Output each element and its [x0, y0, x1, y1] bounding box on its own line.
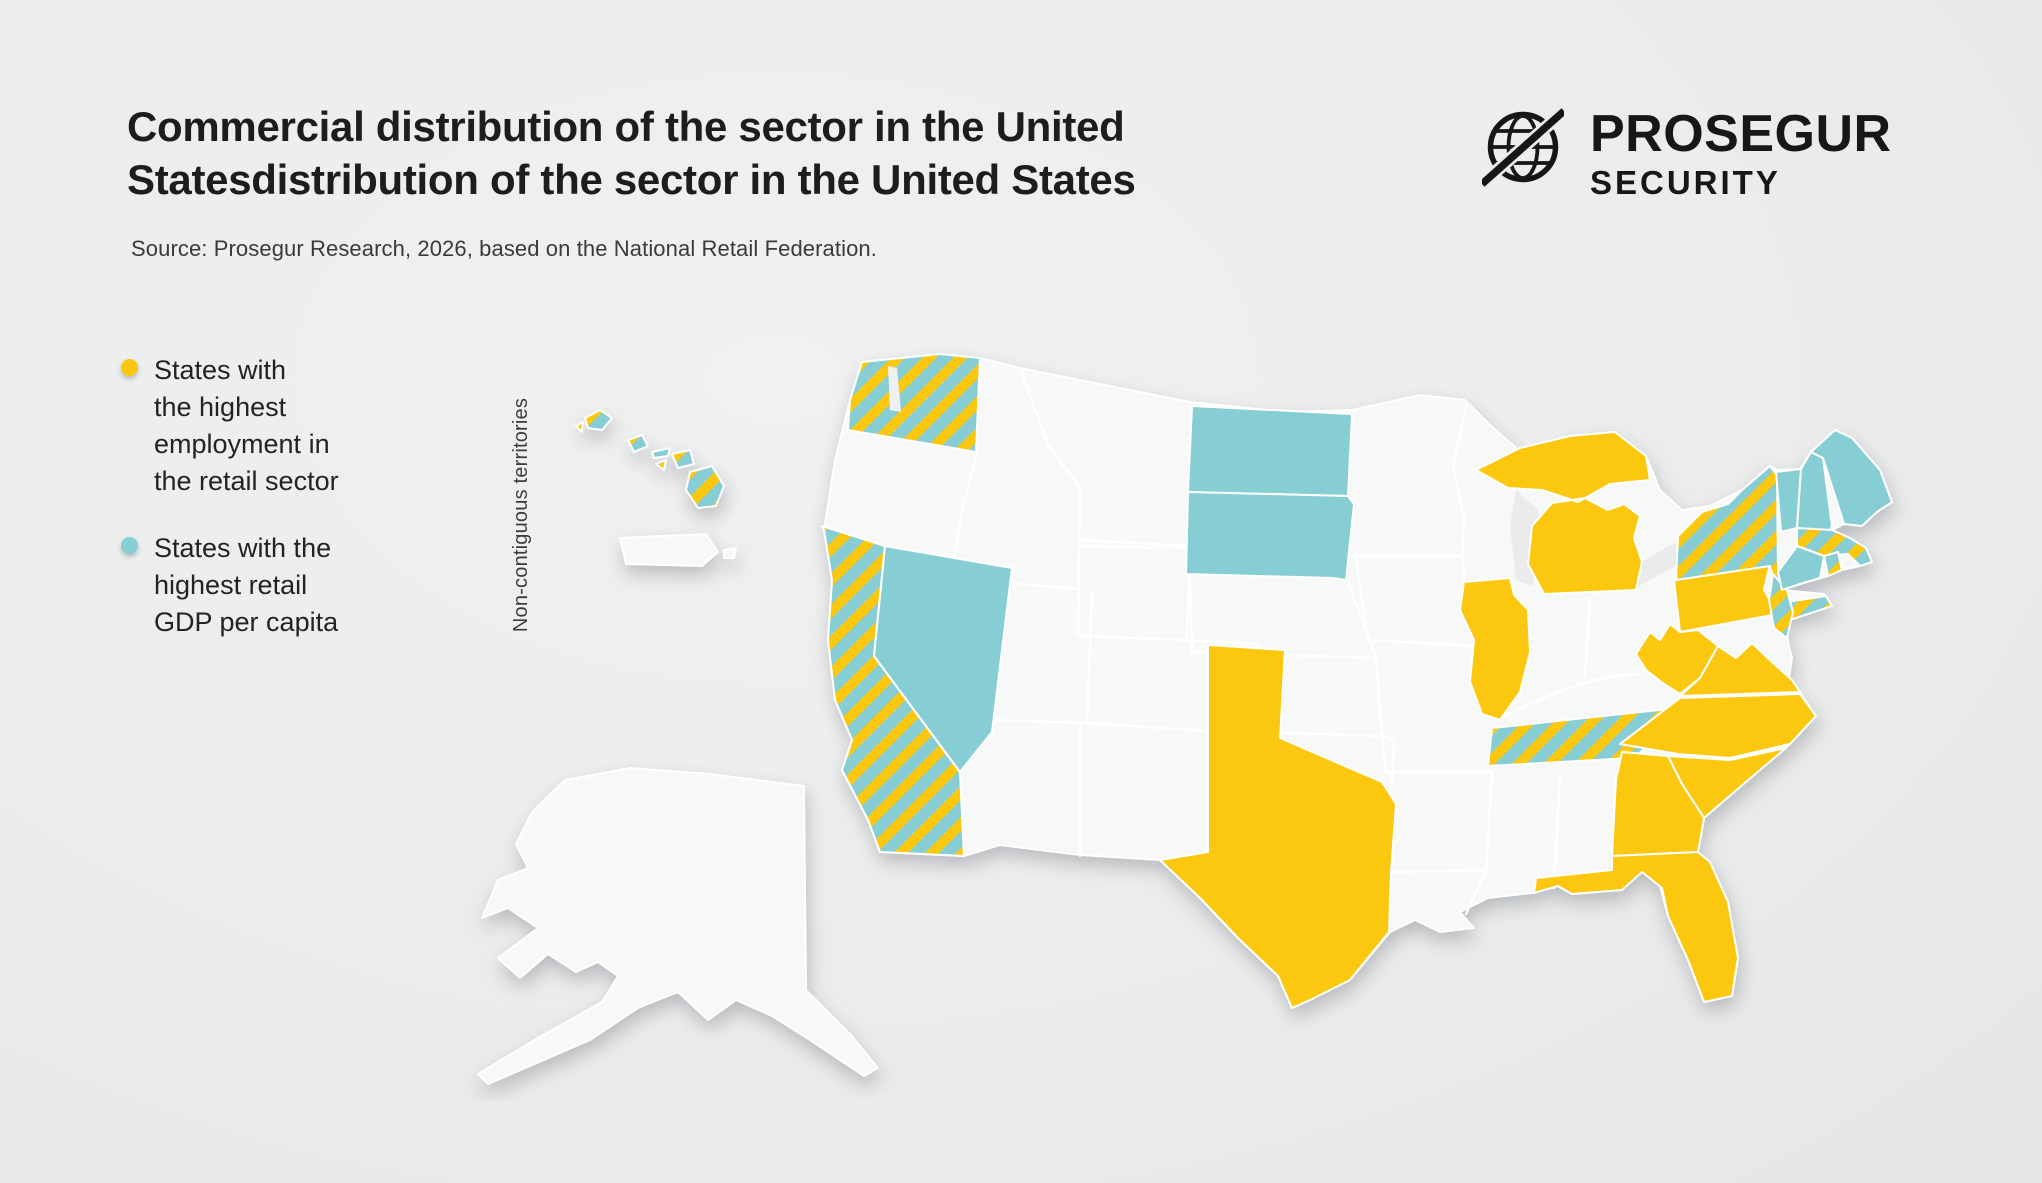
- state-alaska: [477, 767, 879, 1085]
- highlighted-states: [821, 353, 1893, 1009]
- state-nevada: [873, 545, 1013, 773]
- state-rhode-island: [1823, 551, 1843, 577]
- legend-item-employment: States with the highest employment in th…: [121, 352, 451, 500]
- state-georgia: [1611, 751, 1705, 857]
- state-west-virginia: [1635, 623, 1719, 695]
- page-title-line2: Statesdistribution of the sector in the …: [127, 156, 1136, 203]
- globe-with-diagonal-bar-icon: [1482, 108, 1564, 187]
- puget-sound-notch: [888, 366, 901, 412]
- page-title: Commercial distribution of the sector in…: [127, 100, 1136, 206]
- source-note: Source: Prosegur Research, 2026, based o…: [131, 236, 877, 261]
- state-north-dakota: [1187, 405, 1353, 497]
- state-washington: [847, 353, 981, 453]
- logo-wordmark: PROSEGUR SECURITY: [1590, 108, 1892, 203]
- state-maine: [1810, 429, 1893, 527]
- legend-dot-gdp-icon: [121, 537, 138, 554]
- logo-division-text: SECURITY: [1590, 164, 1781, 201]
- state-south-dakota: [1185, 491, 1355, 581]
- state-illinois: [1459, 577, 1531, 721]
- state-virginia: [1679, 642, 1801, 697]
- legend: States with the highest employment in th…: [121, 352, 451, 671]
- state-texas: [1159, 644, 1397, 1009]
- logo-brand-text: PROSEGUR: [1590, 105, 1892, 163]
- state-michigan: [1475, 431, 1651, 595]
- state-hawaii: [575, 409, 725, 509]
- state-new-jersey: [1768, 573, 1794, 639]
- state-florida: [1533, 851, 1739, 1003]
- state-north-carolina: [1619, 693, 1817, 759]
- legend-label-employment: States with the highest employment in th…: [154, 355, 339, 496]
- territory-puerto-rico: [619, 533, 737, 567]
- legend-item-gdp: States with the highest retail GDP per c…: [121, 530, 451, 641]
- prosegur-logo: PROSEGUR SECURITY: [1482, 100, 1892, 203]
- us-choropleth-map: [477, 353, 1893, 1085]
- legend-dot-employment-icon: [121, 359, 138, 376]
- page-title-line1: Commercial distribution of the sector in…: [127, 103, 1125, 150]
- legend-label-gdp: States with the highest retail GDP per c…: [154, 533, 339, 637]
